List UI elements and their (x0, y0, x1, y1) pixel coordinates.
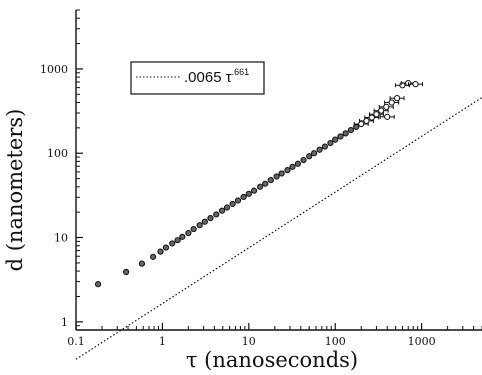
data-point (378, 107, 385, 114)
data-point (223, 204, 231, 211)
data-point (245, 190, 252, 197)
x-axis-ticks: 0.1 1 10 100 1000 (67, 323, 482, 348)
x-tick-label: 0.1 (67, 335, 85, 348)
y-axis-title: d (nanometers) (3, 109, 27, 272)
data-point (278, 170, 285, 177)
data-points (94, 79, 424, 288)
data-point (240, 193, 247, 201)
data-point (196, 222, 203, 229)
data-point (213, 211, 220, 218)
data-point (267, 176, 274, 184)
legend: .0065 τ.661 (130, 61, 265, 95)
data-point (284, 167, 291, 174)
legend-label: .0065 τ.661 (184, 67, 249, 86)
y-tick-label: 100 (47, 147, 68, 160)
data-point (383, 103, 390, 110)
data-point (273, 173, 280, 180)
data-point (250, 187, 258, 194)
data-point (169, 240, 176, 247)
x-tick-label: 1000 (408, 335, 436, 348)
data-point (218, 207, 226, 214)
data-point (138, 260, 146, 267)
x-tick-label: 1 (159, 335, 166, 348)
data-point (201, 218, 208, 225)
data-point (190, 225, 197, 233)
x-tick-label: 10 (242, 335, 256, 348)
legend-label-main: .0065 τ (184, 69, 232, 86)
data-point (342, 130, 349, 137)
data-point (373, 111, 380, 118)
legend-label-exponent: .661 (232, 67, 250, 77)
data-point (363, 117, 370, 124)
y-tick-label: 1 (61, 316, 68, 329)
data-point (412, 81, 419, 88)
y-tick-label: 10 (54, 232, 68, 245)
data-point (229, 200, 236, 208)
legend-box (130, 61, 265, 95)
data-point (234, 197, 242, 204)
x-tick-label: 100 (325, 335, 346, 348)
y-axis-ticks: 1 10 100 1000 (40, 9, 83, 331)
data-point (316, 146, 323, 153)
x-axis-title: τ (nanoseconds) (186, 348, 358, 372)
data-point (157, 248, 164, 255)
data-point (122, 268, 130, 276)
data-point (311, 150, 318, 157)
data-point (393, 95, 401, 102)
data-point (384, 113, 391, 120)
fit-line-path (75, 96, 482, 360)
data-point (332, 136, 339, 143)
data-point (94, 281, 102, 288)
data-point (306, 153, 313, 160)
data-point (337, 133, 344, 140)
data-point (185, 229, 192, 237)
data-point (256, 183, 264, 190)
plot-frame (75, 10, 482, 331)
data-point (388, 99, 395, 106)
data-point (262, 180, 269, 187)
data-point (321, 143, 329, 150)
data-point (347, 127, 355, 134)
data-point (300, 156, 307, 164)
data-point (179, 233, 186, 240)
data-point (368, 114, 375, 121)
data-point (294, 160, 301, 167)
data-point (162, 244, 170, 251)
y-tick-label: 1000 (40, 63, 68, 76)
data-point (289, 163, 296, 170)
fit-line (75, 96, 482, 360)
data-point (327, 139, 334, 147)
data-point (207, 215, 214, 222)
data-point (149, 253, 157, 260)
data-point (174, 237, 181, 244)
